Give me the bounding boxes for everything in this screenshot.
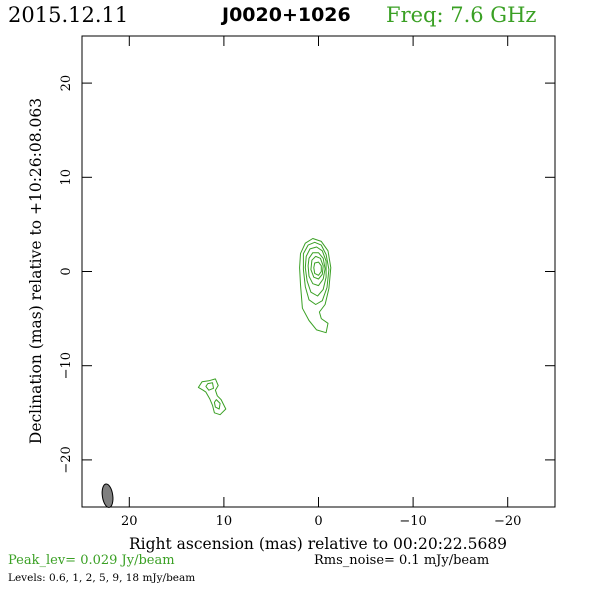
contour-layer	[197, 238, 332, 416]
y-axis-title: Declination (mas) relative to +10:26:08.…	[27, 98, 45, 444]
axis-ticks	[82, 36, 555, 507]
x-tick-label: 0	[314, 514, 322, 529]
plot-frame	[81, 35, 556, 508]
y-tick-label: −20	[59, 446, 74, 473]
contour-level-1	[302, 241, 330, 305]
contour-level-0_6	[299, 238, 332, 334]
beam-layer	[101, 483, 114, 508]
x-tick-label: 10	[216, 514, 233, 529]
contour-level-1	[205, 382, 214, 391]
contour-level-18	[313, 261, 322, 276]
axis-tick-labels: 20 10 0 −10 −20 −20 −10 0 10 20	[59, 75, 521, 529]
contour-level-9	[310, 255, 324, 280]
y-tick-label: −10	[59, 352, 74, 379]
x-tick-label: 20	[121, 514, 138, 529]
beam-ellipse	[101, 483, 114, 508]
x-tick-label: −10	[399, 514, 426, 529]
y-tick-label: 0	[59, 267, 74, 275]
contour-level-2	[304, 246, 327, 297]
component-core	[299, 238, 332, 334]
source-name: J0020+1026	[222, 4, 351, 26]
contour-levels: Levels: 0.6, 1, 2, 5, 9, 18 mJy/beam	[8, 572, 196, 584]
rms-noise: Rms_noise= 0.1 mJy/beam	[314, 553, 490, 568]
x-axis-title: Right ascension (mas) relative to 00:20:…	[129, 535, 507, 553]
component-jet-knot	[197, 378, 227, 416]
frequency-label: Freq: 7.6 GHz	[386, 3, 537, 27]
contour-level-5	[307, 252, 326, 287]
peak-level: Peak_lev= 0.029 Jy/beam	[8, 553, 175, 568]
y-tick-label: 10	[59, 169, 74, 186]
observation-date: 2015.12.11	[8, 3, 129, 27]
contour-level-1	[213, 399, 221, 410]
x-tick-label: −20	[494, 514, 521, 529]
contour-level-0_6	[197, 378, 227, 416]
y-tick-label: 20	[59, 75, 74, 92]
